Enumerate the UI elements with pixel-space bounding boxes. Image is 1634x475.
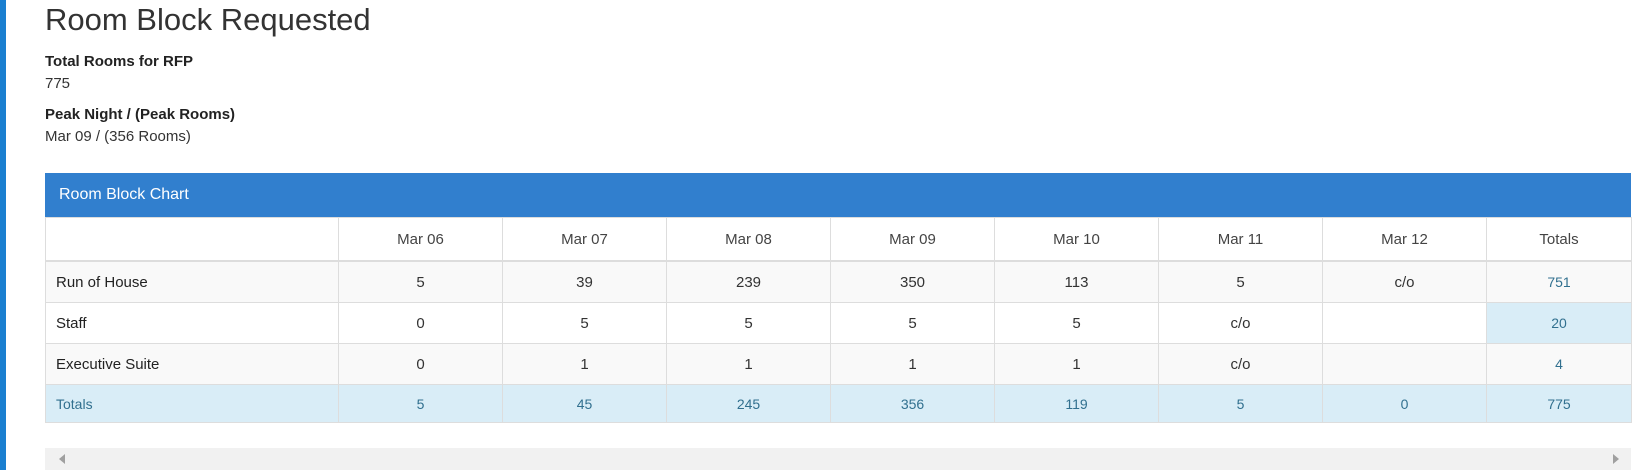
column-header: Mar 06 — [338, 217, 503, 262]
data-row: Executive Suite 0 1 1 1 1 c/o 4 — [45, 343, 1632, 385]
field-value: Mar 09 / (356 Rooms) — [45, 128, 191, 145]
cell: c/o — [1322, 260, 1487, 303]
data-row: Run of House 5 39 239 350 113 5 c/o 751 — [45, 260, 1632, 303]
cell: 0 — [338, 302, 503, 344]
row-label: Totals — [45, 384, 339, 423]
cell — [1322, 302, 1487, 344]
field-label: Total Rooms for RFP — [45, 53, 194, 70]
cell: 239 — [666, 260, 831, 303]
data-row: Staff 0 5 5 5 5 c/o 20 — [45, 302, 1632, 344]
cell: 1 — [502, 343, 667, 385]
column-header: Mar 12 — [1322, 217, 1487, 262]
cell: 245 — [666, 384, 831, 423]
field-label: Peak Night / (Peak Rooms) — [45, 106, 236, 123]
cell: 1 — [830, 343, 995, 385]
cell: 5 — [338, 260, 503, 303]
cell: 0 — [1322, 384, 1487, 423]
row-total: 20 — [1486, 302, 1632, 344]
cell: c/o — [1158, 343, 1323, 385]
scrollbar-arrows — [59, 454, 1619, 464]
cell: 1 — [666, 343, 831, 385]
cell: 119 — [994, 384, 1159, 423]
row-label: Executive Suite — [45, 343, 339, 385]
room-block-table: Mar 06 Mar 07 Mar 08 Mar 09 Mar 10 Mar 11 Mar … — [45, 217, 1632, 423]
cell: 1 — [994, 343, 1159, 385]
corner-cell — [45, 217, 339, 262]
cell: 45 — [502, 384, 667, 423]
cell: 5 — [1158, 260, 1323, 303]
sidebar — [0, 0, 6, 470]
room-block-panel: Room Block Chart Mar 06 Mar 07 Mar 08 Mar 0… — [45, 173, 1632, 423]
cell: 0 — [338, 343, 503, 385]
panel-title: Room Block Chart — [45, 173, 1631, 217]
field-value: 775 — [45, 75, 71, 92]
column-header: Mar 10 — [994, 217, 1159, 262]
cell: 5 — [1158, 384, 1323, 423]
row-label: Run of House — [45, 260, 339, 303]
row-total: 751 — [1486, 260, 1632, 303]
page-title: Room Block Requested — [45, 2, 371, 37]
cell: 5 — [666, 302, 831, 344]
cell: 5 — [994, 302, 1159, 344]
cell: 5 — [338, 384, 503, 423]
scroll-right[interactable] — [1613, 454, 1619, 464]
row-label: Staff — [45, 302, 339, 344]
scroll-left[interactable] — [59, 454, 65, 464]
column-header: Mar 08 — [666, 217, 831, 262]
row-total: 4 — [1486, 343, 1632, 385]
column-header: Totals — [1486, 217, 1632, 262]
cell: 5 — [502, 302, 667, 344]
cell: 113 — [994, 260, 1159, 303]
totals-row: Totals 5 45 245 356 119 5 0 775 — [45, 384, 1632, 423]
cell — [1322, 343, 1487, 385]
horizontal-scrollbar[interactable] — [45, 448, 1631, 470]
column-header: Mar 07 — [502, 217, 667, 262]
column-header: Mar 09 — [830, 217, 995, 262]
cell: 5 — [830, 302, 995, 344]
cell: c/o — [1158, 302, 1323, 344]
cell: 39 — [502, 260, 667, 303]
cell: 356 — [830, 384, 995, 423]
row-total: 775 — [1486, 384, 1632, 423]
header-row: Mar 06 Mar 07 Mar 08 Mar 09 Mar 10 Mar 11 Mar … — [45, 217, 1632, 262]
cell: 350 — [830, 260, 995, 303]
column-header: Mar 11 — [1158, 217, 1323, 262]
